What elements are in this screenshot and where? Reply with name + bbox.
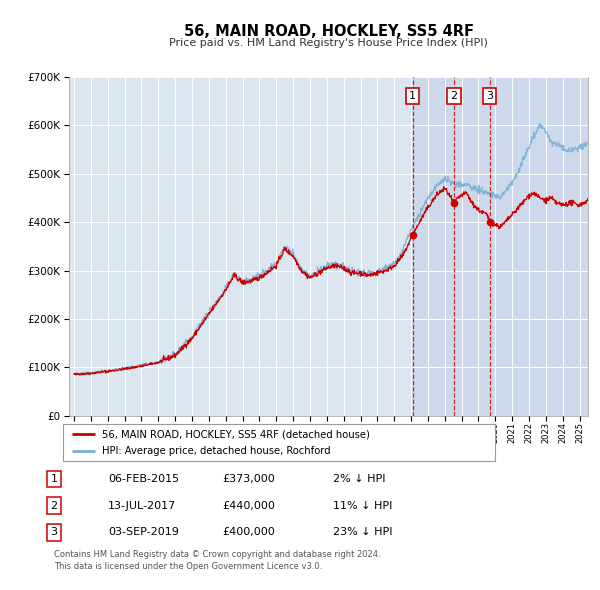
Text: HPI: Average price, detached house, Rochford: HPI: Average price, detached house, Roch… — [102, 447, 331, 456]
Text: 56, MAIN ROAD, HOCKLEY, SS5 4RF (detached house): 56, MAIN ROAD, HOCKLEY, SS5 4RF (detache… — [102, 430, 370, 439]
Text: Price paid vs. HM Land Registry's House Price Index (HPI): Price paid vs. HM Land Registry's House … — [169, 38, 488, 48]
Text: 3: 3 — [486, 91, 493, 101]
Text: 1: 1 — [50, 474, 58, 484]
Text: 56, MAIN ROAD, HOCKLEY, SS5 4RF: 56, MAIN ROAD, HOCKLEY, SS5 4RF — [184, 24, 474, 38]
Text: 06-FEB-2015: 06-FEB-2015 — [108, 474, 179, 484]
Text: 13-JUL-2017: 13-JUL-2017 — [108, 501, 176, 510]
Text: £400,000: £400,000 — [222, 527, 275, 537]
Text: 2: 2 — [50, 501, 58, 510]
Text: This data is licensed under the Open Government Licence v3.0.: This data is licensed under the Open Gov… — [54, 562, 322, 571]
Text: £373,000: £373,000 — [222, 474, 275, 484]
Bar — [411, 77, 588, 416]
Text: 1: 1 — [409, 91, 416, 101]
Text: Contains HM Land Registry data © Crown copyright and database right 2024.: Contains HM Land Registry data © Crown c… — [54, 550, 380, 559]
Text: 03-SEP-2019: 03-SEP-2019 — [108, 527, 179, 537]
Text: 3: 3 — [50, 527, 58, 537]
Text: 2: 2 — [451, 91, 457, 101]
Text: 11% ↓ HPI: 11% ↓ HPI — [333, 501, 392, 510]
Text: 2% ↓ HPI: 2% ↓ HPI — [333, 474, 386, 484]
Text: 23% ↓ HPI: 23% ↓ HPI — [333, 527, 392, 537]
Text: £440,000: £440,000 — [222, 501, 275, 510]
